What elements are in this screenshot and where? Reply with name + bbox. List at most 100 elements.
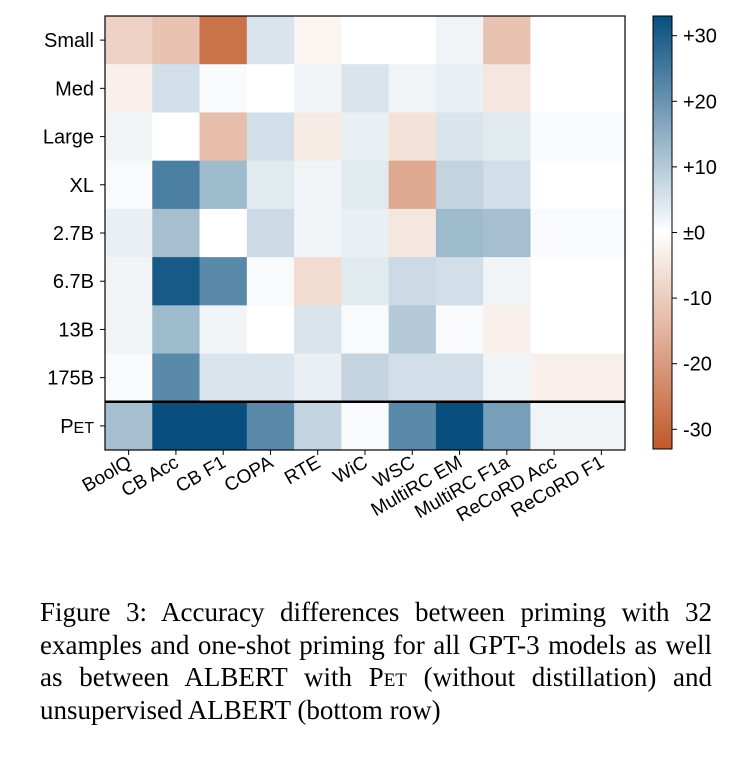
- column-label: RTE: [281, 452, 324, 489]
- heatmap-cell: [388, 353, 437, 403]
- heatmap-cell: [294, 401, 342, 451]
- heatmap-cell: [530, 305, 579, 354]
- heatmap-cell: [530, 401, 579, 451]
- heatmap-cell: [105, 64, 153, 113]
- heatmap-cell: [530, 257, 579, 306]
- row-label: XL: [70, 175, 94, 197]
- colorbar-tick-label: ±0: [683, 223, 705, 245]
- heatmap-cell: [152, 64, 200, 113]
- heatmap-cell: [341, 16, 390, 65]
- row-label: 6.7B: [53, 271, 94, 293]
- colorbar-tick-label: +20: [683, 91, 717, 113]
- heatmap-cell: [341, 208, 390, 258]
- heatmap-cell: [577, 257, 626, 306]
- heatmap-cell: [483, 16, 531, 65]
- heatmap-cell: [152, 401, 200, 451]
- colorbar-tick-label: -10: [683, 288, 712, 310]
- heatmap-cell: [246, 64, 295, 113]
- heatmap-cell: [341, 401, 390, 451]
- heatmap-cell: [246, 305, 295, 354]
- heatmap-cell: [246, 208, 295, 258]
- heatmap-cells: [104, 15, 626, 451]
- heatmap-cell: [483, 401, 531, 451]
- heatmap-cell: [152, 208, 200, 258]
- row-label: 2.7B: [53, 223, 94, 245]
- heatmap-cell: [246, 160, 295, 210]
- heatmap-cell: [388, 208, 437, 258]
- row-label: 175B: [47, 368, 94, 390]
- heatmap-cell: [105, 401, 153, 451]
- heatmap-cell: [246, 112, 295, 162]
- caption-suffix: (without distillation) and unsupervised …: [40, 662, 712, 725]
- heatmap-cell: [388, 112, 437, 162]
- heatmap-cell: [483, 257, 531, 306]
- heatmap-cell: [341, 160, 390, 210]
- heatmap-cell: [435, 401, 484, 451]
- heatmap-chart: Small Med Large XL 2.7B 6.7B 13B 175B PET BoolQC…: [43, 15, 717, 526]
- heatmap-cell: [294, 64, 342, 113]
- heatmap-cell: [577, 160, 626, 210]
- heatmap-cell: [530, 160, 579, 210]
- heatmap-cell: [483, 353, 531, 403]
- heatmap-cell: [530, 16, 579, 65]
- heatmap-cell: [294, 16, 342, 65]
- heatmap-cell: [294, 112, 342, 162]
- heatmap-cell: [577, 208, 626, 258]
- heatmap-cell: [246, 257, 295, 306]
- heatmap-cell: [199, 257, 248, 306]
- heatmap-cell: [388, 16, 437, 65]
- heatmap-cell: [577, 16, 626, 65]
- heatmap-cell: [105, 16, 153, 65]
- heatmap-cell: [530, 208, 579, 258]
- heatmap-cell: [105, 112, 153, 162]
- heatmap-cell: [199, 112, 248, 162]
- heatmap-cell: [577, 353, 626, 403]
- heatmap-cell: [388, 64, 437, 113]
- heatmap-cell: [105, 208, 153, 258]
- heatmap-cell: [294, 257, 342, 306]
- heatmap-cell: [483, 160, 531, 210]
- heatmap-cell: [199, 160, 248, 210]
- colorbar-tick-label: +10: [683, 157, 717, 179]
- heatmap-cell: [246, 353, 295, 403]
- heatmap-cell: [341, 305, 390, 354]
- heatmap-cell: [388, 305, 437, 354]
- row-label: Med: [55, 78, 94, 100]
- colorbar-tick-label: -20: [683, 354, 712, 376]
- heatmap-cell: [294, 208, 342, 258]
- heatmap-cell: [105, 160, 153, 210]
- heatmap-cell: [105, 353, 153, 403]
- heatmap-cell: [105, 305, 153, 354]
- heatmap-cell: [483, 305, 531, 354]
- heatmap-cell: [435, 64, 484, 113]
- heatmap-cell: [152, 112, 200, 162]
- heatmap-cell: [577, 64, 626, 113]
- heatmap-cell: [577, 305, 626, 354]
- row-labels: Small Med Large XL 2.7B 6.7B 13B 175B PET: [43, 30, 105, 438]
- row-label: Small: [44, 30, 94, 52]
- heatmap-cell: [199, 208, 248, 258]
- heatmap-cell: [294, 353, 342, 403]
- heatmap-cell: [199, 305, 248, 354]
- heatmap-cell: [341, 353, 390, 403]
- colorbar-tick-label: +30: [683, 26, 717, 48]
- heatmap-cell: [152, 160, 200, 210]
- heatmap-cell: [199, 401, 248, 451]
- heatmap-cell: [388, 160, 437, 210]
- heatmap-cell: [577, 401, 626, 451]
- heatmap-cell: [435, 257, 484, 306]
- colorbar: +30 +20 +10 ±0 -10 -20 -30: [652, 15, 717, 450]
- heatmap-cell: [435, 160, 484, 210]
- caption-prefix: Figure 3: Accuracy differences between p…: [40, 597, 712, 692]
- heatmap-cell: [152, 305, 200, 354]
- heatmap-cell: [199, 16, 248, 65]
- column-label: COPA: [221, 452, 277, 497]
- caption-pet: Pet: [368, 662, 407, 692]
- heatmap-cell: [530, 64, 579, 113]
- heatmap-cell: [152, 16, 200, 65]
- heatmap-cell: [199, 64, 248, 113]
- heatmap-cell: [483, 112, 531, 162]
- heatmap-cell: [105, 257, 153, 306]
